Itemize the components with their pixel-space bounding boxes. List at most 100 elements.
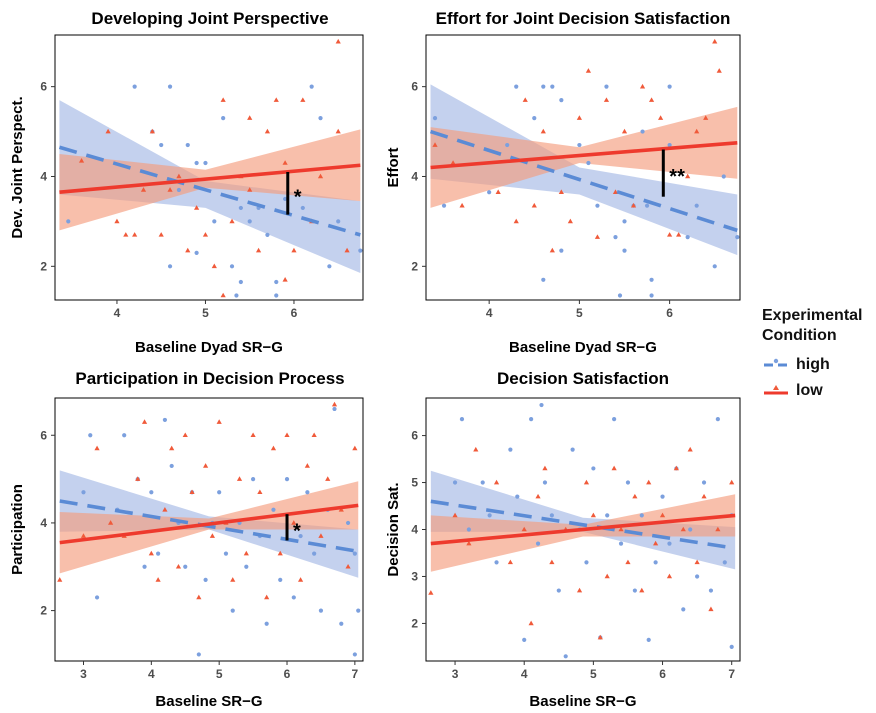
data-point-high xyxy=(542,480,548,485)
data-point-high xyxy=(291,595,296,600)
data-point-low xyxy=(80,533,87,538)
data-point-low xyxy=(250,432,256,438)
data-point-low xyxy=(105,128,111,134)
data-point-low xyxy=(621,128,628,134)
data-point-high xyxy=(238,279,243,285)
data-point-high xyxy=(586,160,591,166)
y-tick-label: 6 xyxy=(40,80,47,94)
x-tick-label: 4 xyxy=(114,306,121,320)
data-point-low xyxy=(257,489,263,495)
data-point-high xyxy=(250,476,256,482)
y-tick-label: 2 xyxy=(411,259,418,273)
data-point-low xyxy=(694,128,700,134)
data-point-low xyxy=(542,465,548,471)
data-point-high xyxy=(339,621,344,626)
y-tick-label: 5 xyxy=(411,476,418,490)
data-point-high xyxy=(244,564,249,569)
data-point-high xyxy=(649,277,654,282)
data-point-high xyxy=(604,84,609,89)
data-point-low xyxy=(335,128,341,134)
data-point-high xyxy=(352,652,357,657)
data-point-high xyxy=(309,84,314,89)
data-point-high xyxy=(230,608,235,613)
data-point-high xyxy=(735,235,740,240)
data-point-low xyxy=(653,540,659,546)
data-point-low xyxy=(273,97,279,102)
data-point-high xyxy=(66,219,71,224)
data-point-high xyxy=(570,447,575,452)
plot-frame xyxy=(54,34,364,301)
data-point-high xyxy=(529,417,534,422)
data-point-high xyxy=(653,560,658,565)
data-point-low xyxy=(108,520,114,525)
x-tick-label: 4 xyxy=(521,667,528,681)
data-point-low xyxy=(495,189,501,195)
data-point-low xyxy=(78,157,85,163)
data-point-high xyxy=(271,507,276,512)
data-point-high xyxy=(183,564,188,569)
data-point-low xyxy=(325,476,331,481)
y-axis-label: Participation xyxy=(9,484,26,575)
y-tick-label: 2 xyxy=(411,616,418,630)
data-point-high xyxy=(532,115,537,121)
data-point-low xyxy=(680,526,686,532)
data-point-low xyxy=(715,526,721,532)
data-point-low xyxy=(203,463,209,468)
data-point-high xyxy=(196,652,201,657)
data-point-high xyxy=(332,406,337,412)
data-point-high xyxy=(298,533,303,539)
legend-title-line2: Condition xyxy=(762,327,837,344)
data-point-high xyxy=(694,203,699,208)
regression-line-high xyxy=(58,145,361,237)
data-point-high xyxy=(156,551,161,556)
data-point-low xyxy=(522,97,528,102)
data-point-low xyxy=(155,577,161,582)
significance-marker: ** xyxy=(669,166,685,188)
data-point-low xyxy=(220,292,226,298)
x-tick-label: 6 xyxy=(666,306,673,320)
regression-line-low xyxy=(59,163,361,194)
data-point-low xyxy=(630,202,637,208)
regression-line-high xyxy=(429,129,738,233)
data-point-low xyxy=(318,533,324,538)
y-tick-label: 4 xyxy=(40,516,47,530)
data-point-low xyxy=(169,445,175,451)
data-point-high xyxy=(229,264,235,269)
data-point-high xyxy=(721,174,726,179)
data-point-high xyxy=(701,480,707,485)
data-point-low xyxy=(576,587,583,593)
data-point-high xyxy=(217,490,222,495)
data-point-high xyxy=(514,84,519,89)
data-point-high xyxy=(681,607,686,612)
data-point-low xyxy=(590,512,596,518)
y-tick-label: 4 xyxy=(40,169,47,183)
y-tick-label: 6 xyxy=(411,80,418,94)
legend-item-high: high xyxy=(762,352,874,378)
confidence-band-high xyxy=(430,470,736,570)
data-point-low xyxy=(135,476,141,481)
plot-area xyxy=(429,38,740,298)
regression-line-low xyxy=(59,503,359,545)
data-point-high xyxy=(274,279,279,285)
data-point-high xyxy=(667,142,672,148)
data-point-low xyxy=(701,493,707,499)
plot-frame xyxy=(425,34,741,301)
data-point-low xyxy=(576,115,582,120)
regression-line-low xyxy=(430,513,736,546)
y-tick-label: 4 xyxy=(411,523,418,537)
data-point-high xyxy=(549,513,554,518)
data-point-low xyxy=(729,479,735,485)
data-point-high xyxy=(221,115,226,121)
data-point-high xyxy=(142,564,147,569)
data-point-low xyxy=(123,232,129,237)
x-tick-label: 6 xyxy=(284,667,291,681)
data-point-low xyxy=(189,489,195,495)
data-point-low xyxy=(140,187,147,192)
data-point-low xyxy=(284,432,290,438)
x-tick-label: 6 xyxy=(291,306,298,320)
x-tick-label: 3 xyxy=(80,667,87,681)
chart-title: Decision Satisfaction xyxy=(497,369,669,388)
data-point-low xyxy=(466,540,472,546)
y-tick-label: 3 xyxy=(411,569,418,583)
data-point-high xyxy=(300,205,305,211)
